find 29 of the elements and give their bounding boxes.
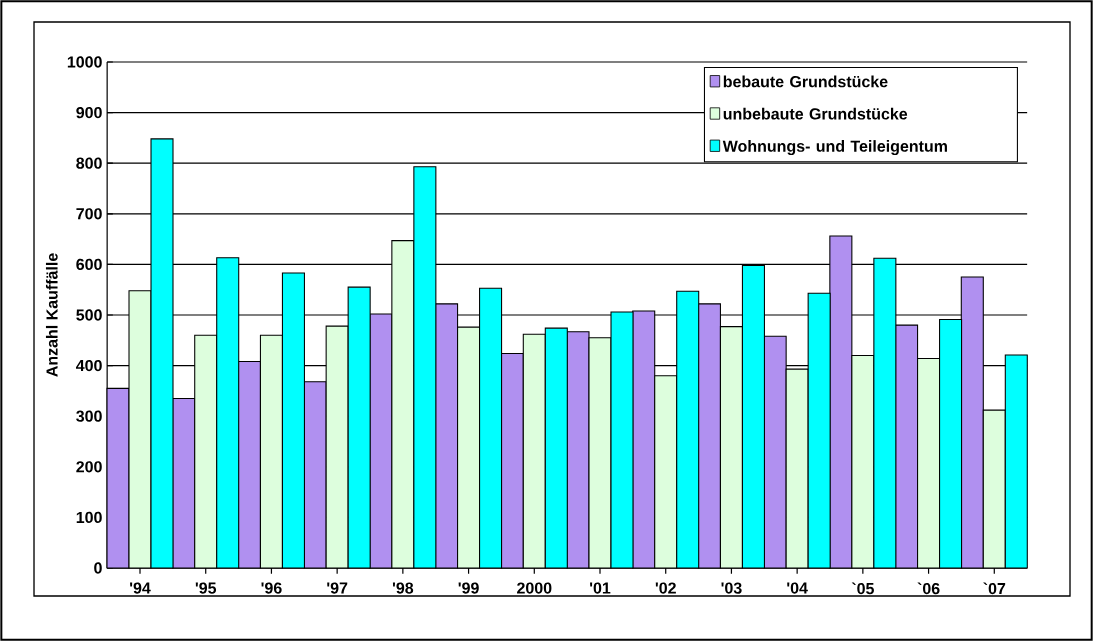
y-tick-label: 400	[75, 359, 102, 372]
x-tick-label: '98	[392, 582, 414, 594]
x-tick-label: '96	[261, 582, 282, 594]
y-axis-title: Anzahl Kauffälle	[45, 253, 58, 377]
y-tick-label: 200	[76, 461, 102, 473]
y-tick-label: 900	[76, 106, 102, 119]
x-tick-label: '02	[655, 582, 676, 594]
y-tick-label: 600	[76, 258, 102, 271]
x-tick-label: `07	[983, 582, 1006, 595]
x-tick-label: '03	[721, 582, 742, 594]
legend-label: Wohnungs- und Teileigentum	[722, 140, 947, 156]
y-tick-label: 0	[94, 562, 102, 574]
y-tick-label: 100	[76, 511, 102, 524]
legend-label: unbebaute Grundstücke	[723, 107, 908, 120]
y-tick-label: 300	[76, 410, 102, 422]
x-tick-label: '04	[787, 582, 808, 594]
x-tick-label: '97	[327, 582, 348, 594]
x-tick-label: 2000	[517, 582, 552, 594]
x-tick-label: '95	[195, 582, 217, 594]
y-tick-label: 500	[76, 309, 102, 321]
x-tick-label: `05	[851, 582, 874, 595]
x-tick-label: '94	[130, 582, 151, 594]
x-tick-label: '99	[458, 582, 479, 594]
x-tick-label: `06	[917, 582, 940, 595]
y-tick-label: 700	[76, 208, 102, 220]
y-tick-label: 1000	[67, 56, 102, 68]
legend-label: bebaute Grundstücke	[723, 75, 888, 88]
y-tick-label: 800	[76, 157, 102, 169]
x-tick-label: '01	[590, 582, 611, 594]
